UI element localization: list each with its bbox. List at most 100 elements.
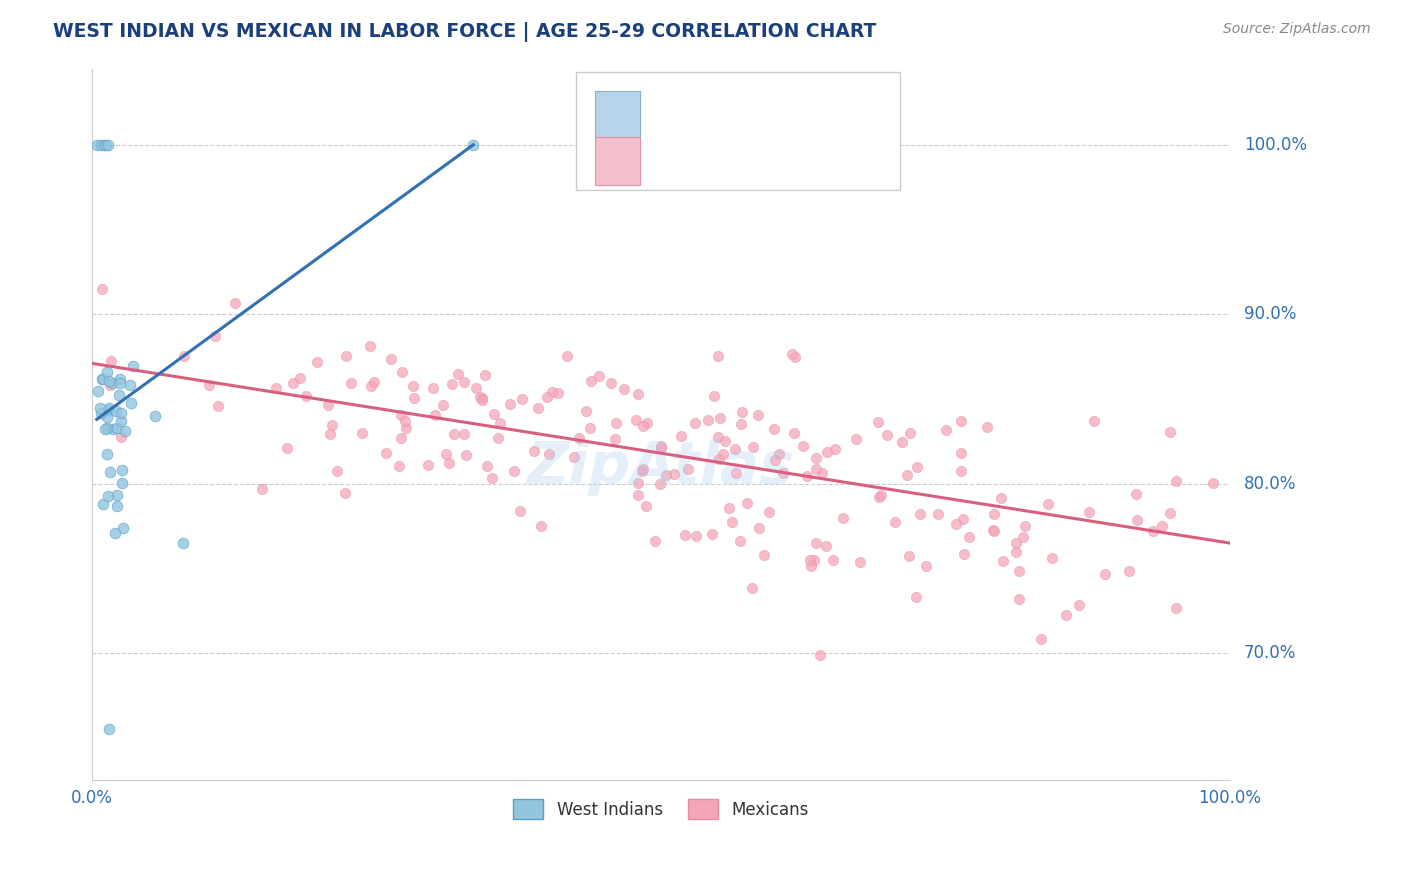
- Point: [509, 504, 531, 518]
- Point: [783, 350, 806, 364]
- Point: [453, 426, 475, 441]
- Point: [927, 507, 949, 521]
- Point: [100, 354, 122, 368]
- Point: [395, 421, 418, 435]
- Point: [575, 403, 598, 417]
- Point: [380, 352, 402, 367]
- Point: [673, 527, 696, 541]
- Point: [108, 376, 131, 390]
- Point: [471, 392, 494, 407]
- Point: [697, 413, 720, 427]
- Point: [741, 581, 763, 595]
- Point: [626, 387, 648, 401]
- Point: [529, 519, 551, 533]
- Point: [360, 379, 382, 393]
- Point: [288, 370, 311, 384]
- Point: [762, 422, 785, 436]
- Point: [799, 553, 821, 567]
- Point: [976, 419, 998, 434]
- Point: [599, 376, 621, 390]
- Point: [1005, 545, 1028, 559]
- Point: [86, 137, 108, 152]
- Point: [605, 432, 627, 446]
- Point: [100, 378, 122, 392]
- Point: [568, 431, 591, 445]
- Point: [724, 466, 747, 480]
- Point: [101, 376, 124, 391]
- Point: [709, 410, 731, 425]
- Point: [1159, 506, 1181, 520]
- Point: [741, 440, 763, 454]
- Text: WEST INDIAN VS MEXICAN IN LABOR FORCE | AGE 25-29 CORRELATION CHART: WEST INDIAN VS MEXICAN IN LABOR FORCE | …: [53, 22, 877, 42]
- Point: [499, 397, 522, 411]
- Point: [91, 497, 114, 511]
- Point: [335, 485, 357, 500]
- Point: [1142, 524, 1164, 538]
- Point: [993, 554, 1015, 568]
- Point: [780, 347, 803, 361]
- Point: [447, 368, 470, 382]
- Point: [359, 339, 381, 353]
- Point: [474, 368, 496, 383]
- Point: [1166, 475, 1188, 489]
- Point: [891, 435, 914, 450]
- Point: [1036, 497, 1059, 511]
- Point: [1014, 519, 1036, 533]
- Point: [950, 446, 973, 460]
- Point: [443, 426, 465, 441]
- Point: [391, 365, 413, 379]
- Point: [90, 372, 112, 386]
- FancyBboxPatch shape: [595, 136, 641, 186]
- Point: [806, 451, 828, 466]
- Point: [389, 431, 412, 445]
- Point: [758, 505, 780, 519]
- Point: [650, 441, 672, 455]
- Point: [468, 390, 491, 404]
- Point: [294, 389, 316, 403]
- Point: [796, 469, 818, 483]
- Point: [96, 364, 118, 378]
- Point: [90, 406, 112, 420]
- Point: [425, 408, 447, 422]
- Point: [713, 447, 735, 461]
- Text: 90.0%: 90.0%: [1244, 305, 1296, 323]
- Point: [305, 355, 328, 369]
- Point: [432, 398, 454, 412]
- Point: [172, 536, 194, 550]
- Point: [747, 409, 769, 423]
- Point: [90, 137, 112, 152]
- Point: [1125, 486, 1147, 500]
- Point: [792, 439, 814, 453]
- Point: [884, 515, 907, 529]
- Point: [772, 466, 794, 480]
- Point: [453, 375, 475, 389]
- Point: [110, 429, 132, 443]
- Point: [754, 548, 776, 562]
- Point: [402, 379, 425, 393]
- Point: [91, 372, 114, 386]
- Point: [111, 475, 134, 490]
- Point: [898, 426, 921, 441]
- Point: [631, 464, 654, 478]
- Point: [804, 536, 827, 550]
- Point: [352, 425, 374, 440]
- Point: [811, 466, 834, 480]
- Point: [613, 382, 636, 396]
- Point: [804, 462, 827, 476]
- Point: [983, 508, 1005, 522]
- Point: [437, 456, 460, 470]
- Point: [1008, 592, 1031, 607]
- Point: [97, 489, 120, 503]
- Point: [547, 386, 569, 401]
- Point: [276, 441, 298, 455]
- Text: 70.0%: 70.0%: [1244, 644, 1296, 662]
- Point: [904, 590, 927, 604]
- Point: [683, 416, 706, 430]
- Point: [718, 501, 741, 516]
- Point: [1150, 518, 1173, 533]
- Point: [107, 421, 129, 435]
- Point: [981, 523, 1004, 537]
- Point: [94, 422, 117, 436]
- Point: [316, 398, 339, 412]
- Point: [730, 417, 752, 432]
